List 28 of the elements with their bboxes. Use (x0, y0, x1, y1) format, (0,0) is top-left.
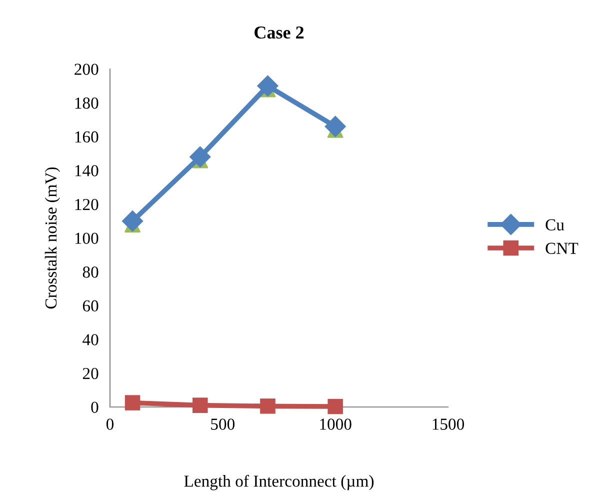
x-tick-label: 1000 (320, 418, 352, 430)
x-tick-label: 1500 (432, 418, 464, 430)
y-tick-label: 80 (82, 266, 98, 278)
chart-title: Case 2 (254, 26, 304, 39)
point (124, 395, 140, 410)
x-axis-title: Length of Interconnect (µm) (184, 474, 374, 490)
y-axis-title: Crosstalk noise (mV) (44, 167, 60, 309)
point (324, 116, 346, 137)
point (328, 398, 343, 414)
y-tick-label: 160 (75, 131, 98, 143)
point (257, 75, 278, 96)
legend-label: CNT (546, 242, 578, 254)
point (122, 210, 144, 232)
point (192, 398, 208, 413)
x-tick-label: 0 (106, 418, 114, 430)
y-tick-label: 60 (82, 300, 98, 312)
y-tick-label: 0 (91, 402, 98, 413)
y-tick-label: 180 (75, 98, 98, 109)
point (190, 146, 211, 168)
y-tick-label: 20 (82, 368, 98, 380)
y-tick-label: 140 (75, 165, 98, 176)
y-tick-label: 100 (75, 232, 98, 244)
y-tick-label: 200 (74, 64, 98, 75)
legend-label: Cu (546, 219, 564, 230)
y-tick-label: 40 (82, 334, 98, 346)
y-tick-label: 120 (75, 198, 98, 210)
point (260, 398, 276, 414)
x-tick-label: 500 (211, 418, 235, 430)
